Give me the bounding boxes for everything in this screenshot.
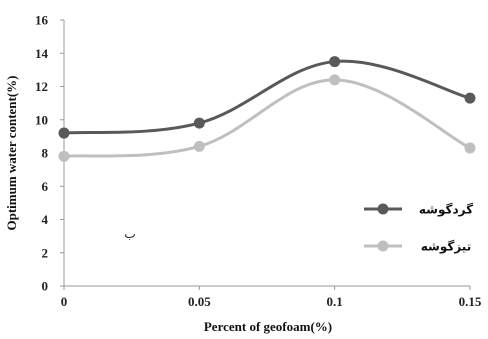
data-point bbox=[329, 56, 341, 68]
y-tick-label: 4 bbox=[42, 212, 49, 227]
series-layer bbox=[58, 56, 476, 162]
data-point bbox=[329, 74, 341, 86]
x-tick-labels: 0 0.05 0.1 0.15 bbox=[61, 286, 482, 309]
series-2 bbox=[58, 74, 476, 162]
legend-label: تیزگوشه bbox=[421, 240, 471, 255]
x-tick-label: 0.1 bbox=[327, 294, 343, 309]
legend-item: گردگوشه bbox=[364, 203, 473, 218]
axes bbox=[63, 20, 470, 287]
x-axis-title: Percent of geofoam(%) bbox=[204, 319, 332, 334]
y-tick-label: 10 bbox=[35, 112, 48, 127]
y-tick-label: 0 bbox=[42, 279, 49, 294]
series-line bbox=[63, 59, 471, 135]
legend-swatch-marker bbox=[377, 240, 389, 252]
data-point bbox=[464, 142, 476, 154]
y-axis-title: Optimum water content(%) bbox=[4, 75, 19, 230]
y-tick-label: 16 bbox=[35, 13, 49, 28]
data-point bbox=[193, 117, 205, 129]
x-tick-label: 0.15 bbox=[459, 294, 482, 309]
annotation-label: ب bbox=[124, 227, 135, 241]
y-tick-label: 6 bbox=[42, 179, 49, 194]
legend: گردگوشه تیزگوشه bbox=[364, 203, 473, 255]
series-line bbox=[63, 78, 471, 158]
y-tick-label: 2 bbox=[42, 245, 49, 260]
x-tick-label: 0.05 bbox=[188, 294, 211, 309]
y-tick-label: 14 bbox=[35, 46, 49, 61]
series-1 bbox=[58, 56, 476, 139]
legend-label: گردگوشه bbox=[419, 203, 473, 218]
data-point bbox=[58, 127, 70, 139]
data-point bbox=[193, 140, 205, 152]
legend-swatch-marker bbox=[377, 203, 389, 215]
y-tick-label: 8 bbox=[42, 146, 49, 161]
x-tick-label: 0 bbox=[61, 294, 68, 309]
y-tick-label: 12 bbox=[35, 79, 48, 94]
data-point bbox=[58, 150, 70, 162]
data-point bbox=[464, 92, 476, 104]
y-tick-labels: 0 2 4 6 8 10 12 14 16 bbox=[35, 13, 64, 294]
legend-item: تیزگوشه bbox=[364, 240, 471, 255]
